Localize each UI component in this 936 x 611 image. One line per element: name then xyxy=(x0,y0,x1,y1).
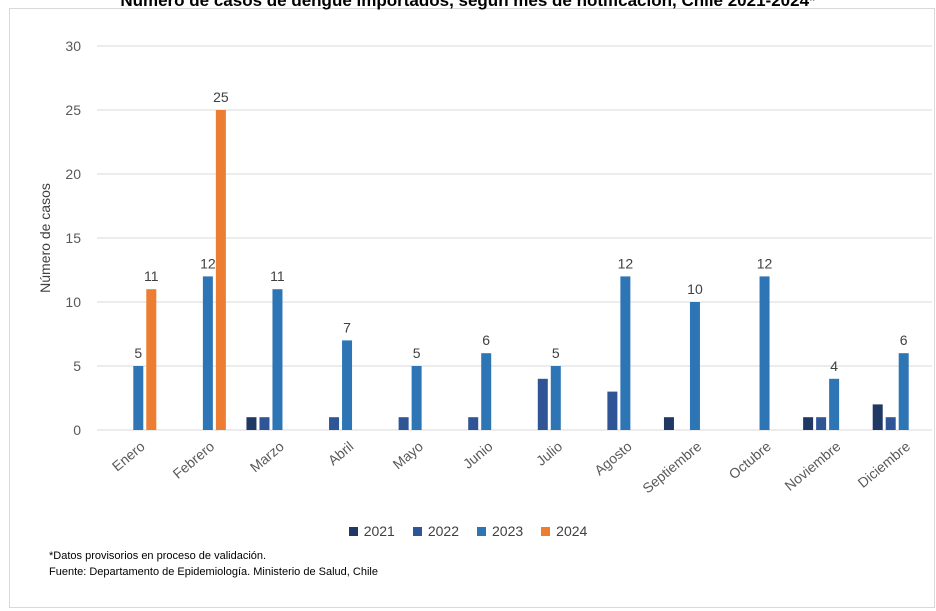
legend-swatch xyxy=(477,526,486,536)
bar-2023-enero xyxy=(133,366,144,430)
source-note: Fuente: Departamento de Epidemiología. M… xyxy=(49,566,378,578)
bars xyxy=(133,110,909,430)
bar-2023-noviembre xyxy=(829,378,840,430)
bar-2024-enero xyxy=(146,289,157,430)
x-tick-label: Agosto xyxy=(591,438,635,478)
legend-swatch xyxy=(412,526,422,536)
x-tick-label: Febrero xyxy=(169,438,217,482)
bar-2021-septiembre xyxy=(663,417,674,430)
x-tick-label: Mayo xyxy=(390,438,427,472)
y-tick-label: 0 xyxy=(73,422,81,438)
x-tick-label: Enero xyxy=(109,438,148,474)
bar-2023-abril xyxy=(342,340,353,430)
y-tick-labels: 0 5 10 15 20 25 30 xyxy=(65,38,81,438)
bar-2022-mayo xyxy=(398,417,409,430)
footnote: *Datos provisorios en proceso de validac… xyxy=(49,550,267,562)
bar-2021-diciembre xyxy=(872,404,883,430)
legend-swatch xyxy=(541,526,551,536)
y-tick-label: 15 xyxy=(65,230,81,246)
legend-label: 2021 xyxy=(363,523,395,539)
bar-2022-julio xyxy=(537,378,548,430)
data-label: 12 xyxy=(618,255,634,271)
x-tick-label: Noviembre xyxy=(781,438,843,494)
x-tick-label: Julio xyxy=(533,438,566,469)
data-label: 11 xyxy=(270,268,285,284)
legend-item-2023: 2023 xyxy=(477,523,523,539)
data-label: 5 xyxy=(134,345,142,361)
bar-2023-julio xyxy=(550,366,561,430)
bar-2023-junio xyxy=(481,353,492,430)
x-tick-label: Septiembre xyxy=(639,438,704,496)
y-axis-label: Número de casos xyxy=(37,183,53,293)
bar-2023-agosto xyxy=(620,276,631,430)
data-label: 5 xyxy=(413,345,421,361)
bar-2023-octubre xyxy=(759,276,770,430)
bar-2022-diciembre xyxy=(885,417,896,430)
data-label: 10 xyxy=(687,281,703,297)
legend-label: 2024 xyxy=(556,523,588,539)
data-label: 11 xyxy=(144,268,159,284)
y-tick-label: 5 xyxy=(73,358,81,374)
legend-item-2021: 2021 xyxy=(348,523,395,539)
chart-title: Número de casos de dengue importados, se… xyxy=(120,0,816,10)
bar-chart: 0 5 10 15 20 25 30 5 11 12 25 11 7 5 6 5 12 10 12 4 6 Enero… xyxy=(37,38,932,496)
bar-2022-junio xyxy=(468,417,479,430)
x-tick-labels: Enero Febrero Marzo Abril Mayo Junio Julio Agos… xyxy=(109,438,913,496)
legend-swatch xyxy=(348,526,358,536)
x-tick-label: Octubre xyxy=(726,438,775,482)
bar-2024-febrero xyxy=(215,110,226,430)
x-tick-label: Marzo xyxy=(247,438,287,475)
data-label: 7 xyxy=(343,319,351,335)
data-label: 4 xyxy=(830,358,838,374)
bar-2022-agosto xyxy=(607,391,618,430)
y-tick-label: 25 xyxy=(65,102,81,118)
bar-2023-septiembre xyxy=(689,302,700,430)
data-label: 5 xyxy=(552,345,560,361)
data-label: 25 xyxy=(213,89,229,105)
data-label: 6 xyxy=(482,332,490,348)
legend-label: 2022 xyxy=(427,523,459,539)
gridlines xyxy=(97,45,932,431)
bar-2021-noviembre xyxy=(803,417,814,430)
bar-2023-mayo xyxy=(411,366,422,430)
chart-frame xyxy=(9,8,935,608)
y-tick-label: 20 xyxy=(65,166,81,182)
legend-item-2024: 2024 xyxy=(541,523,587,539)
y-tick-label: 10 xyxy=(65,294,81,310)
legend-item-2022: 2022 xyxy=(412,523,459,539)
legend: 2021 2022 2023 2024 xyxy=(0,523,936,539)
bar-2022-abril xyxy=(329,417,340,430)
data-label: 12 xyxy=(757,255,773,271)
bar-2023-diciembre xyxy=(898,353,909,430)
bar-2023-febrero xyxy=(202,276,213,430)
x-tick-label: Abril xyxy=(325,438,357,468)
x-tick-label: Junio xyxy=(460,438,496,472)
y-tick-label: 30 xyxy=(65,38,81,54)
data-label: 6 xyxy=(900,332,908,348)
bar-2023-marzo xyxy=(272,289,283,430)
data-labels: 5 11 12 25 11 7 5 6 5 12 10 12 4 6 xyxy=(134,89,907,374)
bar-2021-marzo xyxy=(246,417,257,430)
bar-2022-noviembre xyxy=(816,417,827,430)
legend-label: 2023 xyxy=(492,523,524,539)
data-label: 12 xyxy=(200,255,216,271)
bar-2022-marzo xyxy=(259,417,270,430)
x-tick-label: Diciembre xyxy=(855,438,914,491)
